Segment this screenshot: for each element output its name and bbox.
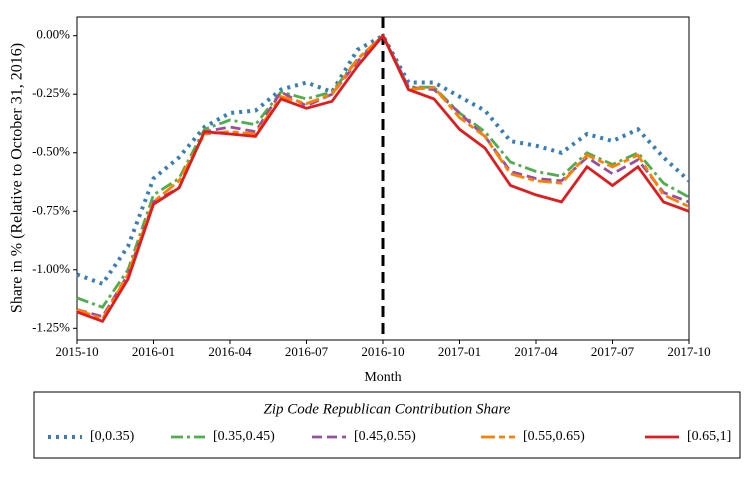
legend-label: [0.35,0.45) [213,429,275,444]
x-tick-label: 2016-07 [285,344,329,359]
x-tick-label: 2017-10 [667,344,710,359]
series-line [76,33,690,324]
x-tick-label: 2017-04 [514,344,558,359]
x-axis-label: Month [364,370,401,385]
legend-box [33,391,741,459]
x-tick-label: 2016-10 [361,344,404,359]
series-line [76,32,691,287]
y-tick-label: -1.25% [32,319,70,334]
legend-label: [0.65,1] [687,429,731,444]
y-tick-label: -0.75% [32,202,70,217]
y-axis-label: Share in % (Relative to October 31, 2016… [9,43,26,313]
x-tick-label: 2017-07 [591,344,635,359]
x-tick-label: 2015-10 [55,344,98,359]
y-tick-label: 0.00% [36,27,70,42]
x-tick-label: 2016-04 [208,344,252,359]
y-tick-label: -0.25% [32,85,70,100]
y-tick-label: -0.50% [32,144,70,159]
x-tick-label: 2017-01 [438,344,481,359]
legend-label: [0.55,0.65) [523,429,585,444]
legend-label: [0.45,0.55) [354,429,416,444]
legend-label: [0,0.35) [90,429,135,444]
x-tick-label: 2016-01 [132,344,175,359]
legend-title: Zip Code Republican Contribution Share [264,401,511,417]
y-tick-label: -1.00% [32,261,70,276]
